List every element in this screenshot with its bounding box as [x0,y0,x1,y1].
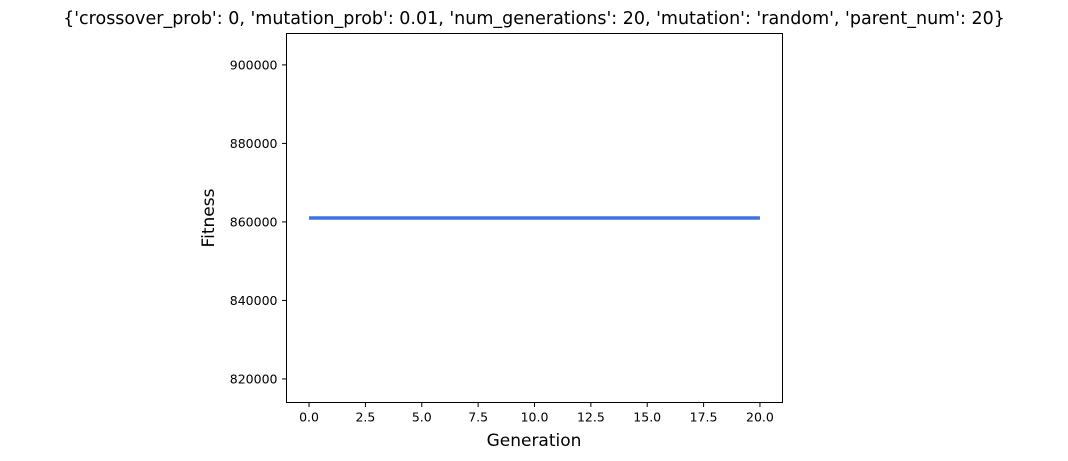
x-axis: 0.0 2.5 5.0 7.5 10.0 12.5 15.0 17.5 20.0 [299,402,774,425]
y-tick-label: 880000 [230,136,278,151]
y-tick-label: 900000 [230,57,278,72]
x-tick-label: 7.5 [468,410,488,425]
y-tick-label: 860000 [230,214,278,229]
y-axis: 820000 840000 860000 880000 900000 [230,57,287,386]
x-tick-label: 2.5 [355,410,375,425]
x-tick-label: 20.0 [746,410,774,425]
x-tick-label: 10.0 [521,410,549,425]
x-tick-label: 17.5 [690,410,718,425]
y-axis-label: Fitness [199,188,219,247]
y-tick-label: 840000 [230,293,278,308]
x-tick-label: 15.0 [633,410,661,425]
x-tick-label: 12.5 [577,410,605,425]
x-axis-label: Generation [487,431,582,451]
x-tick-label: 5.0 [412,410,432,425]
y-tick-label: 820000 [230,371,278,386]
chart-title: {'crossover_prob': 0, 'mutation_prob': 0… [63,9,1005,29]
x-tick-label: 0.0 [299,410,319,425]
